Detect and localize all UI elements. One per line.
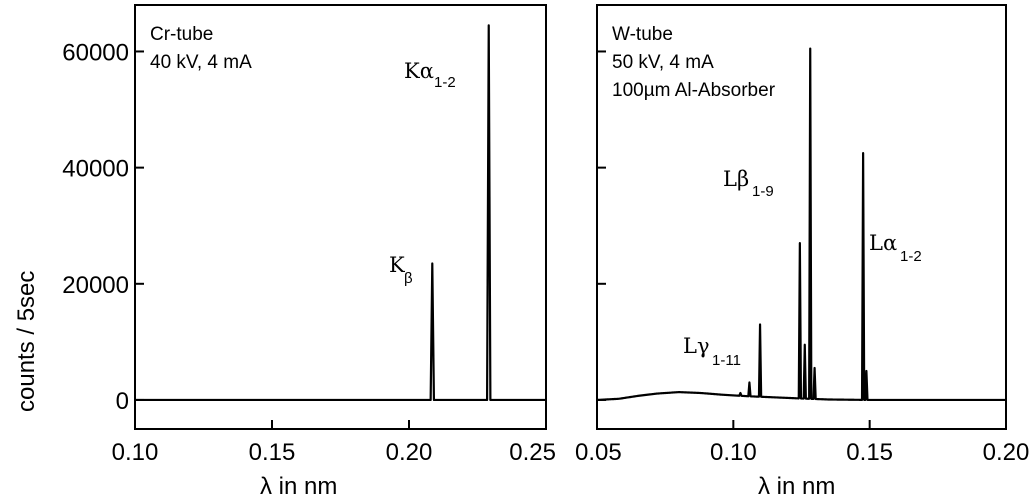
x-tick-label: 0.20 — [983, 439, 1030, 466]
k-beta-peak-label: K β — [389, 253, 413, 287]
l-beta-peak-label: Lβ 1-9 — [723, 167, 774, 200]
y-axis-ticks: 0 20000 40000 60000 — [62, 39, 144, 415]
x-tick-label: 0.20 — [386, 439, 433, 466]
l-gamma-peak-label: Lγ 1-11 — [683, 334, 741, 369]
l-alpha-label: Lα — [869, 231, 897, 255]
l-gamma-label: Lγ — [683, 334, 710, 358]
x-tick-label: 0.15 — [249, 439, 296, 466]
l-alpha-subscript: 1-2 — [900, 248, 922, 265]
cr-tube-settings: 40 kV, 4 mA — [150, 52, 252, 73]
y-axis-ticks — [597, 50, 606, 401]
x-tick-label: 0.10 — [710, 439, 757, 466]
cr-spectrum-trace — [134, 24, 547, 402]
x-tick-label: 0.05 — [575, 439, 622, 466]
w-tube-panel: 0.05 0.10 0.15 0.20 W-tube 50 kV, 4 mA 100µ… — [575, 4, 1029, 500]
w-plot-frame — [596, 4, 1007, 430]
k-alpha-peak-label: Kα 1-2 — [404, 59, 456, 91]
w-tube-label: W-tube — [612, 24, 673, 45]
cr-x-axis-title: λ in nm — [260, 473, 337, 500]
x-tick-label: 0.10 — [112, 439, 159, 466]
w-tube-settings: 50 kV, 4 mA — [612, 52, 714, 73]
x-tick-label: 0.25 — [509, 439, 556, 466]
y-axis-title: counts / 5sec — [13, 271, 40, 412]
absorber-label: 100µm Al-Absorber — [612, 80, 776, 101]
cr-plot-frame — [134, 4, 547, 430]
cr-tube-panel: 0 20000 40000 60000 0.10 0.15 0.20 0.25 Cr-tub… — [13, 4, 556, 500]
y-tick-label: 60000 — [62, 39, 129, 66]
y-tick-label: 20000 — [62, 272, 129, 299]
w-spectrum-trace — [596, 47, 1007, 402]
l-beta-subscript: 1-9 — [752, 183, 774, 200]
x-axis-ticks: 0.05 0.10 0.15 0.20 — [575, 420, 1029, 466]
l-alpha-peak-label: Lα 1-2 — [869, 231, 922, 265]
k-alpha-subscript: 1-2 — [434, 74, 456, 91]
cr-tube-label: Cr-tube — [150, 24, 213, 45]
l-gamma-subscript: 1-11 — [712, 352, 741, 369]
k-beta-label: K — [389, 253, 405, 277]
y-tick-label: 0 — [116, 388, 129, 415]
l-beta-label: Lβ — [723, 167, 749, 191]
y-tick-label: 40000 — [62, 156, 129, 183]
w-x-axis-title: λ in nm — [758, 473, 835, 500]
x-tick-label: 0.15 — [846, 439, 893, 466]
x-axis-ticks: 0.10 0.15 0.20 0.25 — [112, 420, 556, 466]
k-alpha-label: Kα — [404, 59, 434, 83]
k-beta-subscript: β — [404, 270, 413, 287]
